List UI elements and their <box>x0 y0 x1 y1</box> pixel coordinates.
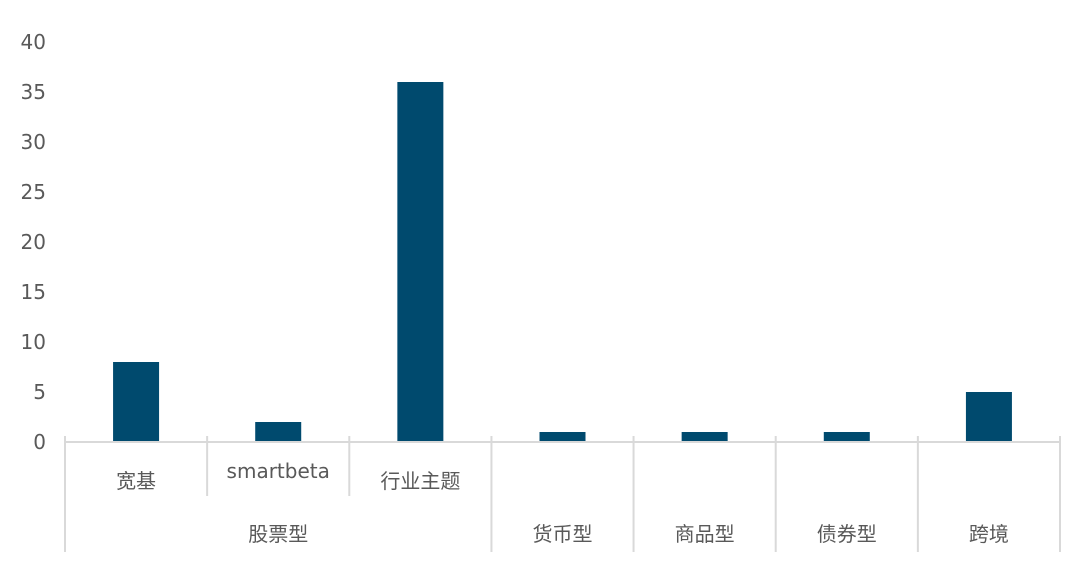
bar-3 <box>539 432 586 442</box>
category-label: smartbeta <box>227 459 330 483</box>
y-tick-label: 30 <box>21 130 46 154</box>
y-tick-label: 0 <box>33 430 46 454</box>
bar-2 <box>397 82 444 442</box>
bar-5 <box>823 432 870 442</box>
y-tick-label: 40 <box>21 30 46 54</box>
bar-0 <box>113 362 160 442</box>
y-tick-label: 10 <box>21 330 46 354</box>
y-tick-label: 35 <box>21 80 46 104</box>
category-label: 宽基 <box>116 469 156 493</box>
y-axis: 0 5 10 15 20 25 30 35 40 <box>21 30 46 454</box>
bar-1 <box>255 422 302 442</box>
group-label: 货币型 <box>533 522 593 546</box>
y-tick-label: 20 <box>21 230 46 254</box>
bars <box>113 82 1012 442</box>
category-label: 行业主题 <box>380 469 460 493</box>
group-label: 股票型 <box>248 522 308 546</box>
group-label: 债券型 <box>817 522 877 546</box>
y-tick-label: 15 <box>21 280 46 304</box>
group-label: 商品型 <box>675 522 735 546</box>
group-label: 跨境 <box>969 522 1009 546</box>
bar-4 <box>681 432 728 442</box>
y-tick-label: 25 <box>21 180 46 204</box>
y-tick-label: 5 <box>33 380 46 404</box>
bar-6 <box>965 392 1012 442</box>
